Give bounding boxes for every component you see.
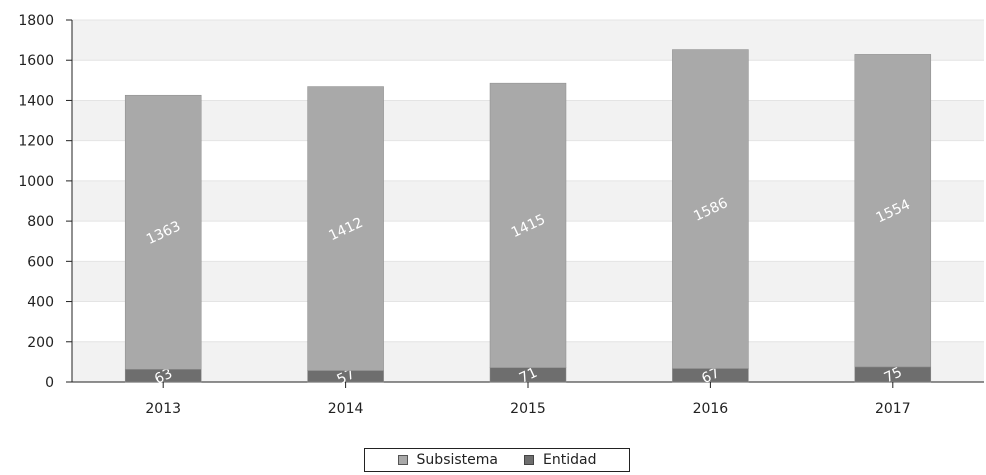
grid-band <box>72 20 984 61</box>
data-label-entidad-2015: 71 <box>517 365 540 387</box>
legend-label-subsistema: Subsistema <box>416 452 498 468</box>
legend: Subsistema Entidad <box>364 448 630 472</box>
x-tick-label: 2013 <box>145 401 181 417</box>
legend-swatch-subsistema <box>397 455 408 465</box>
y-tick-label: 600 <box>27 254 54 270</box>
y-tick-label: 1400 <box>18 93 54 109</box>
data-label-entidad-2014: 57 <box>335 366 358 388</box>
bar-subsistema-2016 <box>672 49 749 369</box>
bar-subsistema-2015 <box>489 82 567 368</box>
legend-item-entidad: Entidad <box>524 452 596 468</box>
y-tick-label: 1800 <box>18 13 54 29</box>
y-tick-label: 1600 <box>18 53 54 69</box>
x-tick-label: 2015 <box>510 401 546 417</box>
legend-item-subsistema: Subsistema <box>397 452 498 468</box>
legend-swatch-entidad <box>524 455 534 465</box>
y-tick-label: 1000 <box>18 174 54 190</box>
bar-subsistema-2014 <box>307 86 384 371</box>
legend-label-entidad: Entidad <box>543 452 597 468</box>
x-tick-label: 2016 <box>693 401 729 417</box>
data-label-entidad-2017: 75 <box>882 364 905 386</box>
y-tick-label: 400 <box>27 295 54 311</box>
bar-subsistema-2013 <box>124 94 202 370</box>
y-tick-label: 800 <box>27 214 54 230</box>
bar-subsistema-2017 <box>854 54 932 368</box>
data-label-entidad-2013: 63 <box>152 366 175 388</box>
y-tick-label: 1200 <box>18 134 54 150</box>
y-tick-label: 0 <box>45 375 54 391</box>
x-tick-label: 2017 <box>875 401 911 417</box>
x-tick-label: 2014 <box>328 401 364 417</box>
data-label-entidad-2016: 67 <box>699 365 722 387</box>
y-tick-label: 200 <box>27 335 54 351</box>
